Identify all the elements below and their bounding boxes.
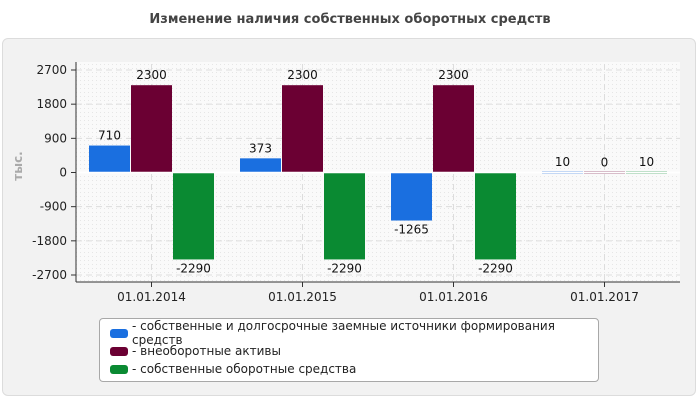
legend-item: - собственные оборотные средства — [110, 360, 588, 378]
data-label: -1265 — [394, 223, 429, 237]
data-label: 2300 — [136, 68, 167, 82]
y-tick-label: -2700 — [32, 268, 67, 282]
x-tick-label: 01.01.2017 — [570, 290, 639, 304]
bar-series-3 — [324, 172, 365, 260]
x-tick-label: 01.01.2016 — [419, 290, 488, 304]
data-label: 2300 — [287, 68, 318, 82]
y-axis-label: тыс. — [11, 151, 25, 180]
bars — [89, 85, 667, 260]
legend-swatch — [110, 328, 128, 338]
data-label: 10 — [639, 155, 654, 169]
legend-label: - собственные и долгосрочные заемные ист… — [132, 319, 555, 347]
y-tick-label: 0 — [59, 166, 67, 180]
y-tick-label: -900 — [40, 200, 67, 214]
legend-item: - внеоборотные активы — [110, 342, 588, 360]
legend-swatch — [110, 364, 128, 374]
bar-series-2 — [282, 85, 323, 173]
data-label: 0 — [601, 156, 609, 170]
y-tick-label: 1800 — [36, 97, 67, 111]
data-label: 2300 — [438, 68, 469, 82]
bar-series-2 — [131, 85, 172, 173]
bar-series-1 — [89, 145, 130, 173]
bar-series-3 — [475, 172, 516, 260]
y-tick-label: 900 — [44, 131, 67, 145]
legend-swatch — [110, 346, 128, 356]
data-label: -2290 — [327, 261, 362, 275]
data-label: -2290 — [478, 261, 513, 275]
bar-series-1 — [391, 172, 432, 221]
y-tick-label: 2700 — [36, 63, 67, 77]
data-label: -2290 — [176, 261, 211, 275]
y-tick-label: -1800 — [32, 234, 67, 248]
bar-series-3 — [173, 172, 214, 260]
legend-item: - собственные и долгосрочные заемные ист… — [110, 319, 588, 347]
bar-series-1 — [240, 158, 281, 173]
x-tick-label: 01.01.2015 — [268, 290, 337, 304]
bar-series-2 — [433, 85, 474, 173]
x-tick-label: 01.01.2014 — [117, 290, 186, 304]
axes: 2700 1800 900 0 -900 -1800 -2700 01.01.2014 01.0… — [32, 62, 680, 304]
data-label: 710 — [98, 129, 121, 143]
data-label: 10 — [555, 155, 570, 169]
data-labels: 710 2300 -2290 373 2300 -2290 -1265 2300 -2290 10… — [98, 68, 654, 275]
legend-label: - собственные оборотные средства — [132, 362, 357, 376]
chart-title: Изменение наличия собственных оборотных … — [149, 12, 551, 27]
legend-label: - внеоборотные активы — [132, 344, 281, 358]
data-label: 373 — [249, 141, 272, 155]
legend: - собственные и долгосрочные заемные ист… — [99, 318, 599, 382]
